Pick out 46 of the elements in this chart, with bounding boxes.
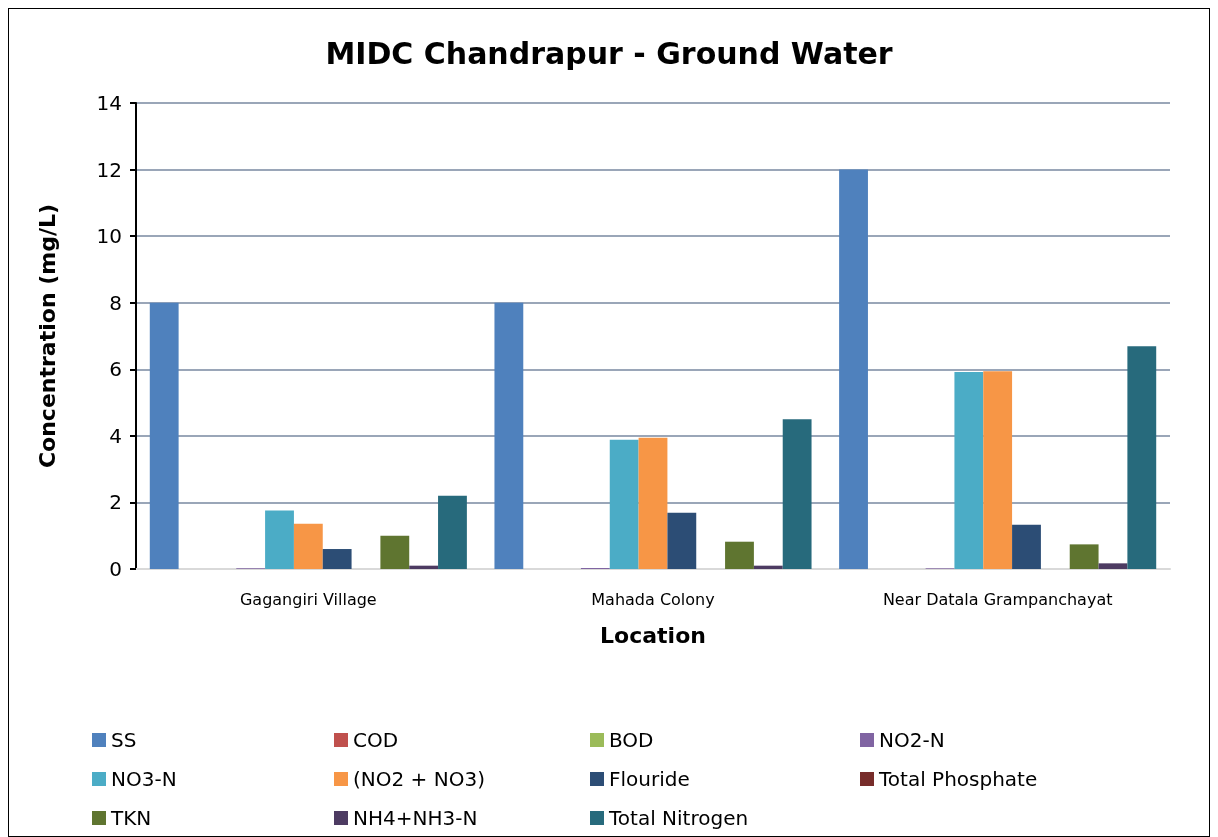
bar [983,371,1013,569]
legend-label: Total Nitrogen [608,806,749,830]
x-tick-label: Mahada Colony [591,589,715,609]
bar [293,523,323,569]
bar [1069,544,1099,569]
bar [782,419,812,569]
legend-label: NO3-N [111,767,177,791]
y-tick-label: 8 [109,290,122,315]
bar [438,495,467,569]
chart-title: MIDC Chandrapur - Ground Water [325,35,893,71]
bar [609,439,639,569]
bar [494,302,524,569]
legend-label: NH4+NH3-N [353,806,478,830]
legend-label: (NO2 + NO3) [353,767,485,791]
bar [322,549,352,569]
bar [725,541,754,569]
bar [380,535,410,569]
y-tick-label: 14 [96,91,122,115]
y-axis-title: Concentration (mg/L) [34,203,60,469]
x-axis-title: Location [600,622,706,648]
bar [1127,346,1157,569]
y-tick-label: 10 [96,224,122,249]
legend-label: Flouride [609,767,690,791]
bar [1098,563,1128,569]
bar [638,437,668,569]
legend-label: COD [353,728,399,752]
y-tick-label: 2 [109,490,122,515]
bar [265,510,294,569]
y-tick-label: 12 [96,157,122,182]
bar [839,169,868,569]
legend-label: NO2-N [879,728,945,752]
legend-label: Total Phosphate [878,767,1038,791]
bar [667,512,697,569]
y-tick-label: 6 [109,357,122,382]
legend-label: SS [111,728,137,752]
y-tick-label: 4 [109,423,122,448]
bar [149,302,179,569]
legend-label: TKN [110,806,152,830]
legend-label: BOD [609,728,654,752]
bar [409,565,439,569]
x-tick-label: Near Datala Grampanchayat [882,589,1113,609]
bar [954,371,984,569]
x-tick-label: Gagangiri Village [239,589,377,609]
y-tick-label: 0 [109,557,122,581]
bar [1012,524,1041,569]
bar [753,565,783,569]
